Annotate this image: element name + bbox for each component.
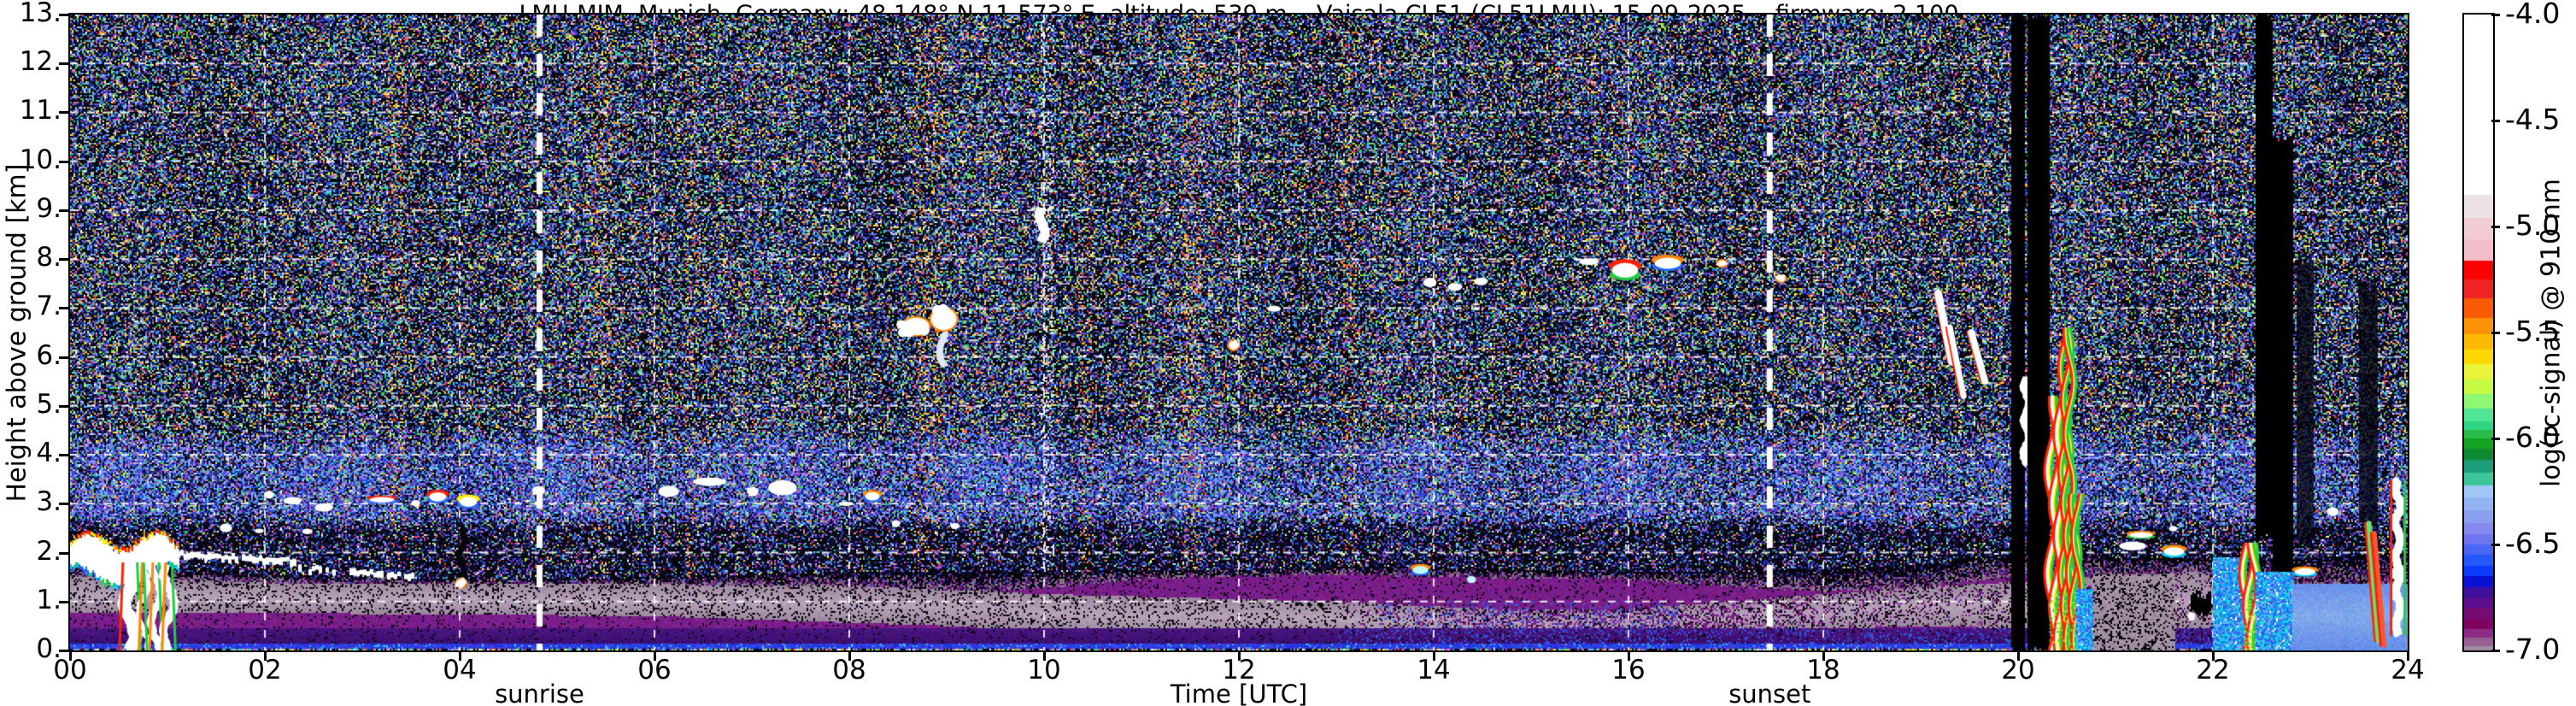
y-tick-label: 10. (19, 144, 62, 175)
x-tick-mark (2017, 652, 2020, 661)
y-tick-label: 11. (19, 95, 62, 126)
y-tick-mark (59, 503, 68, 506)
colorbar-tick-label: -6.5 (2505, 527, 2561, 560)
y-tick-mark (59, 650, 68, 652)
y-tick-label: 1. (36, 584, 62, 615)
x-tick-mark (459, 652, 461, 661)
x-tick-mark (1628, 652, 1630, 661)
y-tick-label: 3. (36, 486, 62, 518)
y-tick-mark (59, 600, 68, 603)
colorbar-label: log(rc-signal) @ 910 nm (2536, 179, 2567, 487)
x-tick-mark (69, 652, 72, 661)
y-tick-mark (59, 62, 68, 66)
x-tick-mark (2407, 652, 2409, 661)
colorbar-canvas (2462, 13, 2495, 652)
colorbar-tick-mark (2491, 120, 2500, 122)
colorbar-tick-label: -7.0 (2505, 632, 2561, 666)
x-tick-mark (1433, 652, 1435, 661)
colorbar-tick-label: -6.0 (2505, 421, 2561, 454)
colorbar-tick-label: -4.5 (2505, 103, 2561, 136)
y-tick-label: 9. (36, 192, 62, 224)
y-tick-mark (59, 160, 68, 163)
x-tick-mark (1238, 652, 1241, 661)
y-tick-label: 2. (36, 535, 62, 567)
y-tick-mark (59, 111, 68, 115)
x-tick-mark (2212, 652, 2215, 661)
y-tick-label: 12. (19, 46, 62, 78)
colorbar-tick-mark (2491, 14, 2500, 16)
figure-title: LMU-MIM, Munich, Germany; 48.148° N 11.5… (70, 1, 2408, 27)
y-tick-mark (59, 209, 68, 212)
x-axis-label: Time [UTC] (1170, 680, 1308, 706)
y-tick-label: 4. (36, 438, 62, 469)
colorbar-tick-label: -4.0 (2505, 0, 2561, 30)
x-tick-mark (1043, 652, 1046, 661)
y-tick-label: 6. (36, 339, 62, 371)
colorbar-tick-mark (2491, 650, 2500, 652)
colorbar-tick-label: -5.5 (2505, 315, 2561, 348)
sunset-annotation: sunset (1728, 680, 1811, 706)
colorbar-tick-mark (2491, 544, 2500, 546)
x-tick-mark (1822, 652, 1825, 661)
y-tick-label: 13. (19, 0, 62, 28)
y-tick-label: 8. (36, 242, 62, 274)
colorbar-tick-mark (2491, 438, 2500, 440)
colorbar-tick-mark (2491, 332, 2500, 334)
y-tick-mark (59, 551, 68, 555)
x-tick-mark (848, 652, 851, 661)
y-tick-label: 0. (36, 633, 62, 664)
y-tick-label: 5. (36, 388, 62, 420)
y-tick-mark (59, 14, 68, 16)
sunrise-annotation: sunrise (495, 680, 584, 706)
y-tick-mark (59, 404, 68, 408)
y-tick-mark (59, 307, 68, 310)
y-tick-mark (59, 356, 68, 359)
y-tick-mark (59, 258, 68, 262)
backscatter-heatmap-canvas (68, 13, 2409, 652)
x-tick-mark (654, 652, 656, 661)
colorbar-tick-mark (2491, 226, 2500, 228)
y-tick-mark (59, 454, 68, 457)
y-tick-label: 7. (36, 291, 62, 322)
x-tick-mark (264, 652, 267, 661)
colorbar-tick-label: -5.0 (2505, 209, 2561, 242)
